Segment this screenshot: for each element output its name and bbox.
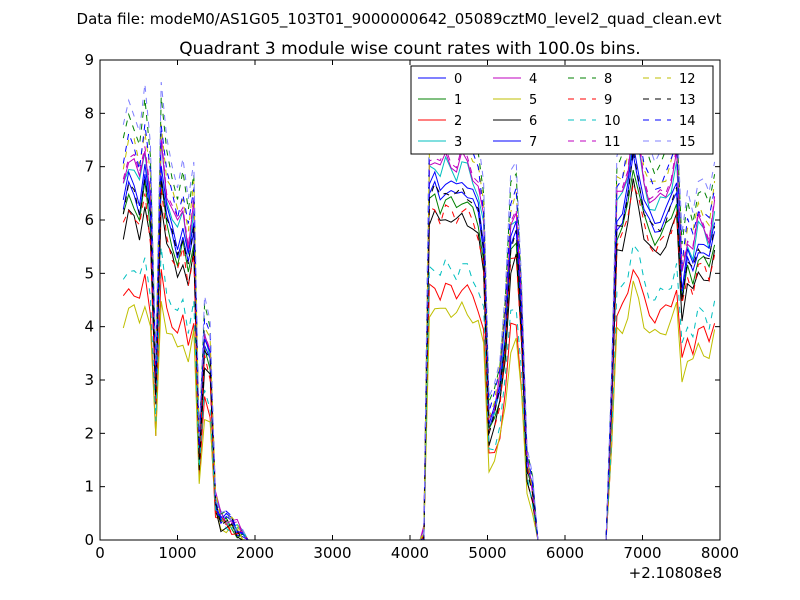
suptitle: Data file: modeM0/AS1G05_103T01_90000006…	[77, 10, 722, 29]
legend-label-2: 2	[454, 114, 462, 129]
legend-label-14: 14	[679, 114, 696, 129]
x-tick-label: 2000	[236, 544, 274, 562]
x-tick-label: 7000	[623, 544, 661, 562]
legend-label-9: 9	[604, 93, 612, 108]
legend-label-1: 1	[454, 93, 462, 108]
y-tick-label: 2	[84, 424, 94, 442]
legend-label-5: 5	[529, 93, 537, 108]
legend-label-3: 3	[454, 135, 462, 150]
x-tick-label: 8000	[701, 544, 739, 562]
series-line-6	[122, 178, 716, 540]
x-tick-label: 5000	[468, 544, 506, 562]
series-line-13	[122, 150, 716, 540]
series-line-14	[122, 101, 716, 540]
legend-label-8: 8	[604, 72, 612, 87]
legend-label-12: 12	[679, 72, 696, 87]
legend-label-11: 11	[604, 135, 621, 150]
legend-label-6: 6	[529, 114, 537, 129]
y-tick-label: 9	[84, 51, 94, 69]
x-tick-label: 4000	[391, 544, 429, 562]
legend-label-13: 13	[679, 93, 696, 108]
chart-title: Quadrant 3 module wise count rates with …	[179, 39, 640, 59]
legend-label-15: 15	[679, 135, 696, 150]
legend-label-7: 7	[529, 135, 537, 150]
y-tick-label: 7	[84, 158, 94, 176]
y-tick-label: 8	[84, 104, 94, 122]
y-tick-label: 4	[84, 318, 94, 336]
x-tick-label: 6000	[546, 544, 584, 562]
y-tick-label: 6	[84, 211, 94, 229]
legend-label-0: 0	[454, 72, 462, 87]
legend-label-10: 10	[604, 114, 621, 129]
y-tick-label: 5	[84, 264, 94, 282]
series-line-12	[122, 96, 716, 540]
series-line-9	[122, 182, 716, 540]
legend-label-4: 4	[529, 72, 537, 87]
legend-frame	[410, 65, 714, 155]
ticks-layer: 0 1000 2000 3000 4000 5000 6000 7000 80000123456…	[84, 51, 739, 562]
x-tick-label: 0	[95, 544, 105, 562]
series-line-1	[122, 169, 716, 540]
y-tick-label: 1	[84, 478, 94, 496]
x-offset-label: +2.10808e8	[629, 564, 722, 582]
x-tick-label: 3000	[313, 544, 351, 562]
x-tick-label: 1000	[158, 544, 196, 562]
y-tick-label: 3	[84, 371, 94, 389]
y-tick-label: 0	[84, 531, 94, 549]
